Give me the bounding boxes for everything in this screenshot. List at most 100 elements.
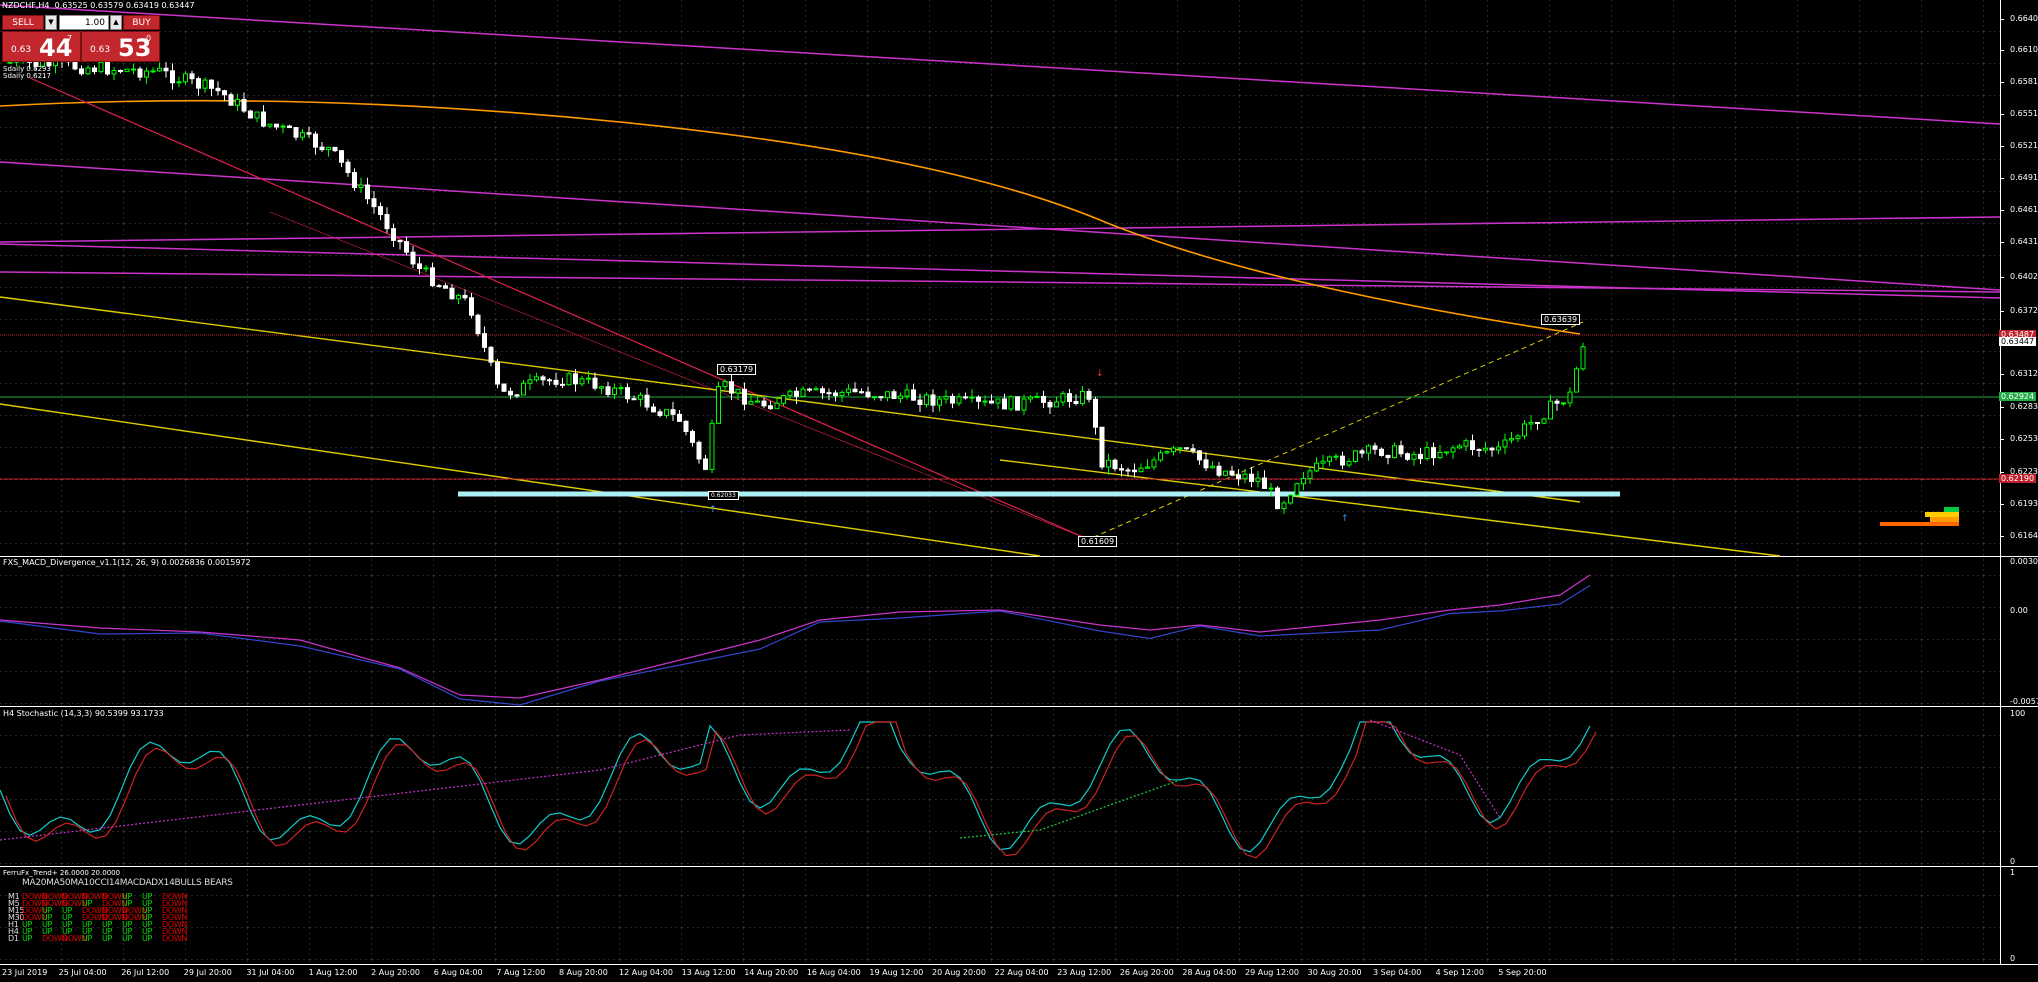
candle-body — [1073, 400, 1079, 405]
trend-cell: DOWN — [122, 913, 148, 922]
candle-body — [274, 123, 279, 128]
lot-size-input[interactable] — [59, 15, 109, 30]
stoch-axis-top: 100 — [2010, 709, 2026, 718]
candle-body — [943, 395, 949, 400]
trend-cell: UP — [62, 906, 73, 915]
trend-cell: UP — [42, 927, 53, 936]
stoch-signal-line — [5, 721, 1597, 859]
macd-axis-zero: 0.00 — [2010, 606, 2028, 615]
candle-body — [1093, 398, 1098, 428]
candle-body — [1366, 445, 1371, 454]
candle-body — [911, 389, 916, 401]
trend-row: M30DOWNUP UP DOWNDOWNDOWNUP DOWN — [8, 913, 187, 922]
flag-high-mid[interactable]: 0.63179 — [717, 364, 757, 375]
trend-timeframe: M15 — [8, 906, 25, 915]
buy-arrow-icon-2: ↑ — [1341, 514, 1349, 524]
candle-body — [1385, 454, 1391, 459]
price-axis-tick — [2000, 504, 2004, 505]
flag-low-left[interactable]: 0.62033 — [708, 491, 739, 500]
candle-body — [410, 251, 416, 265]
candle-body — [105, 61, 110, 75]
red-channel[interactable] — [29, 77, 1091, 541]
trend-cell: UP — [82, 899, 93, 908]
candle-body — [1210, 465, 1215, 469]
candle-body — [917, 399, 923, 406]
candle-body — [1424, 447, 1430, 460]
candle-body — [365, 184, 370, 200]
buy-price-big: 53 — [118, 34, 152, 62]
candle-body — [202, 79, 208, 89]
candle-body — [1574, 368, 1579, 393]
trend-cell: UP — [102, 920, 113, 929]
candle-body — [755, 400, 760, 403]
lot-decrease-button[interactable]: ▼ — [45, 15, 57, 30]
candle-body — [1301, 478, 1306, 485]
candle-body — [1554, 400, 1560, 404]
flag-low[interactable]: 0.61609 — [1078, 536, 1118, 547]
sma-label-1: Sdaily 0.6293 — [3, 65, 51, 73]
candle-body — [1483, 447, 1488, 451]
candle-body — [1086, 391, 1092, 400]
sma-label-2: Sdaily 0.6217 — [3, 72, 51, 80]
candle-body — [170, 70, 175, 84]
sell-button[interactable]: SELL — [2, 15, 44, 30]
candle-body — [1327, 456, 1332, 462]
candle-body — [1522, 423, 1527, 437]
candle-body — [839, 391, 845, 397]
trend-cell: UP — [122, 920, 133, 929]
candle-body — [228, 94, 234, 106]
candle-body — [300, 132, 305, 138]
time-axis-label: 12 Aug 04:00 — [619, 968, 673, 977]
trend-cell: UP — [142, 920, 153, 929]
candle-body — [1242, 473, 1248, 480]
orange-moving-average — [0, 99, 1581, 335]
candle-body — [1470, 440, 1475, 450]
candle-body — [1535, 421, 1540, 424]
candle-body — [196, 78, 201, 89]
trend-cell: UP — [62, 920, 73, 929]
candle-body — [1229, 470, 1235, 476]
candle-body — [735, 388, 741, 394]
lot-increase-button[interactable]: ▲ — [110, 15, 122, 30]
buy-button[interactable]: BUY — [123, 15, 160, 30]
candle-body — [813, 388, 819, 391]
candle-body — [287, 125, 292, 129]
macd-title: FXS_MACD_Divergence_v1.1(12, 26, 9) 0.00… — [3, 558, 251, 567]
candle-body — [566, 373, 572, 386]
price-axis-tick — [2000, 536, 2004, 537]
buy-price-button[interactable]: 0.63 53 0 — [81, 31, 160, 62]
candle-body — [1567, 391, 1573, 404]
candle-body — [1418, 453, 1423, 460]
candle-body — [989, 400, 994, 404]
candle-body — [150, 70, 156, 73]
price-axis-tick — [2000, 374, 2004, 375]
time-axis-label: 26 Aug 20:00 — [1119, 968, 1174, 977]
trend-cell: DOWN — [22, 892, 48, 901]
price-tag-green: 0.62924 — [1999, 392, 2037, 401]
candle-body — [872, 396, 877, 399]
macd-axis-top: 0.0030839 — [2010, 557, 2038, 566]
magenta-trendlines[interactable] — [0, 4, 2001, 299]
candle-body — [826, 392, 832, 395]
candle-body — [761, 400, 767, 407]
stoch-grid — [0, 708, 2000, 866]
candle-body — [1457, 445, 1462, 449]
flag-high-right[interactable]: 0.63639 — [1541, 314, 1581, 325]
candle-body — [488, 346, 494, 363]
candle-body — [1509, 438, 1514, 441]
candle-body — [378, 206, 383, 216]
candle-body — [1080, 391, 1085, 405]
candle-body — [339, 150, 344, 163]
candle-body — [449, 287, 455, 300]
price-axis-tick — [2000, 277, 2004, 278]
candle-body — [306, 132, 312, 135]
trend-cell: UP — [142, 906, 153, 915]
candle-body — [1054, 401, 1059, 408]
candle-body — [1190, 448, 1196, 452]
sell-price-button[interactable]: 0.63 44 7 — [2, 31, 81, 62]
candle-body — [1275, 487, 1280, 510]
candle-body — [1548, 400, 1553, 420]
